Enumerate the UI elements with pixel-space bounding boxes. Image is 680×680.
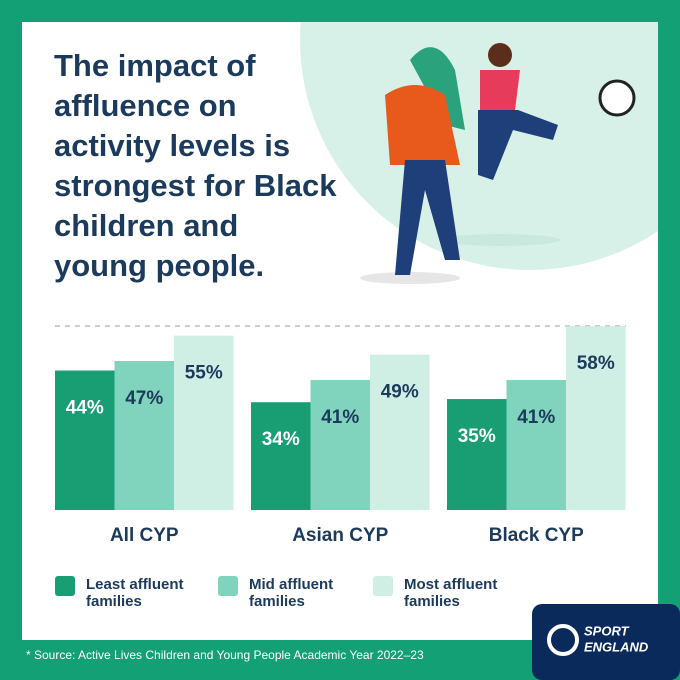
bar [55,370,115,510]
logo-box [532,604,680,680]
chart-title: children and [54,208,238,243]
bar [370,354,430,510]
chart-title: strongest for Black [54,168,337,203]
logo-text: SPORT [584,623,630,638]
legend-label: Least affluent families [86,576,184,610]
logo-text: ENGLAND [584,639,649,654]
logo-mark [547,624,579,656]
bar [566,326,626,510]
value-label: 58% [577,353,615,374]
legend-swatch [218,576,238,596]
bar [506,380,566,510]
value-label: 47% [125,388,163,409]
value-label: 41% [321,407,359,428]
bar [447,399,507,510]
legend-label: Most affluent families [404,576,498,610]
illustration [360,43,636,284]
value-label: 55% [185,363,223,384]
legend-swatch [55,576,75,596]
chart-title: activity levels is [54,128,290,163]
value-label: 49% [381,382,419,403]
legend-label: Mid affluent families [249,576,334,610]
value-label: 35% [458,426,496,447]
bar [114,361,174,510]
chart-title: young people. [54,248,264,283]
chart-title: affluence on [54,88,237,123]
bar [174,335,234,510]
bar [310,380,370,510]
category-label: Asian CYP [292,525,388,546]
category-label: All CYP [110,525,179,546]
bar [251,402,311,510]
value-label: 34% [262,429,300,450]
legend-swatch [373,576,393,596]
chart-title: The impact of [54,48,256,83]
source: * Source: Active Lives Children and Youn… [26,648,424,662]
category-label: Black CYP [489,525,584,546]
value-label: 44% [66,398,104,419]
value-label: 41% [517,407,555,428]
